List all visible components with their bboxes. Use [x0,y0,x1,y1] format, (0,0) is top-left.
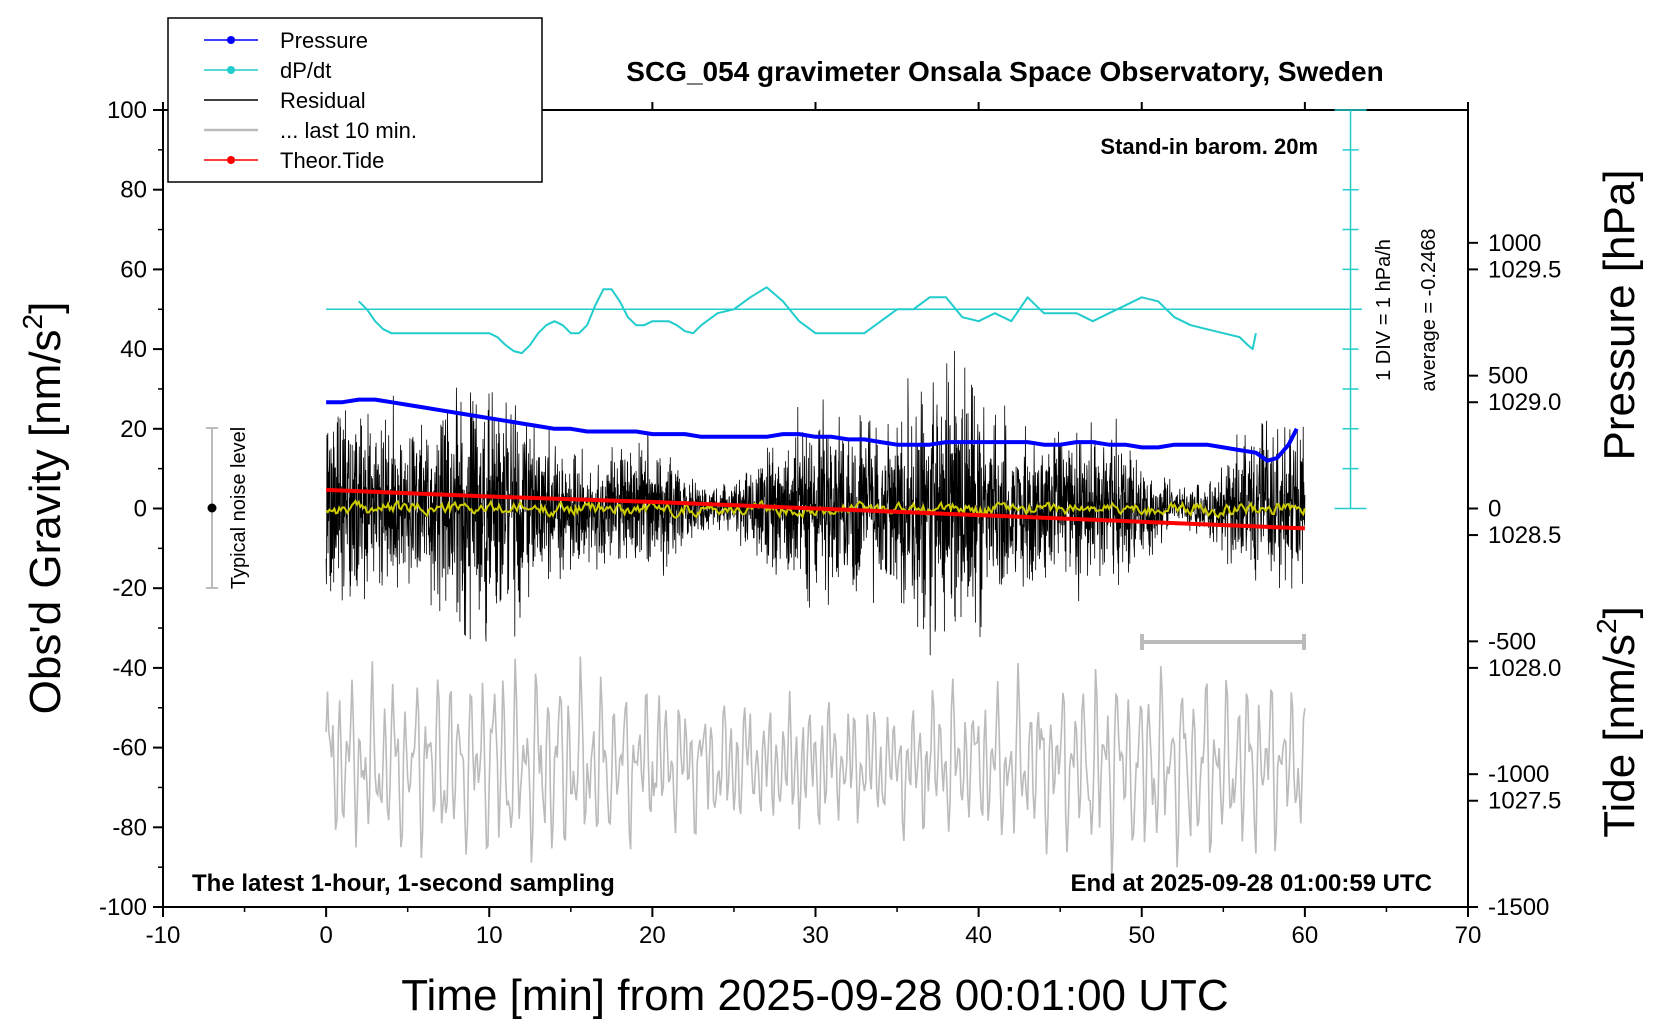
pressure-tick-label: 1028.0 [1488,655,1561,682]
legend-label: dP/dt [280,58,331,83]
noise-dot [207,503,217,513]
left-axis-label-end: ] [21,302,70,314]
dpdt-scale-label: 1 DIV = 1 hPa/h [1373,239,1395,381]
noise-label: Typical noise level [228,427,250,589]
pressure-tick-label: 1029.5 [1488,256,1561,283]
x-tick-label: 30 [802,922,829,949]
legend-marker [227,36,235,44]
x-tick-label: 60 [1292,922,1319,949]
tide-axis-label: Tide [nm/s2] [1591,606,1644,838]
tide-tick-label: 0 [1488,496,1501,523]
tide-tick-label: -1500 [1488,894,1549,921]
tide-axis-label-main: Tide [nm/s [1595,634,1644,838]
legend-label: ... last 10 min. [280,118,417,143]
end-time-note: End at 2025-09-28 01:00:59 UTC [1071,870,1433,897]
barometer-note: Stand-in barom. 20m [1100,134,1318,159]
left-axis-label-sup: 2 [17,314,48,330]
legend-label: Residual [280,88,366,113]
left-tick-label: 20 [120,416,147,443]
legend-label: Pressure [280,28,368,53]
x-axis-label: Time [min] from 2025-09-28 00:01:00 UTC [401,971,1228,1020]
sampling-note: The latest 1-hour, 1-second sampling [192,870,615,897]
x-tick-label: -10 [146,922,181,949]
x-tick-label: 20 [639,922,666,949]
left-tick-label: -100 [99,894,147,921]
tide-axis-label-end: ] [1595,606,1644,618]
traces [325,286,1362,879]
left-axis-label-main: Obs'd Gravity [nm/s [21,329,70,714]
last-10-min-trace [325,656,1306,879]
left-tick-label: 80 [120,177,147,204]
theoretical-tide-trace [326,487,1305,531]
smoothed-residual-trace [325,499,1306,520]
last-10-min-bracket [1140,634,1306,650]
left-tick-label: -80 [112,814,147,841]
x-tick-label: 10 [476,922,503,949]
pressure-trace [326,397,1299,463]
pressure-axis-ticks: 1029.5 1029.0 1028.5 1028.0 1027.5 [1468,256,1561,815]
x-tick-label: 70 [1455,922,1482,949]
left-tick-label: -20 [112,575,147,602]
legend-marker [227,156,235,164]
tide-axis-label-sup: 2 [1591,618,1622,634]
tide-tick-label: 1000 [1488,230,1541,257]
x-tick-label: 50 [1128,922,1155,949]
pressure-tick-label: 1028.5 [1488,522,1561,549]
left-tick-label: 40 [120,336,147,363]
tide-tick-label: 500 [1488,363,1528,390]
noise-indicator: Typical noise level [206,427,250,589]
left-axis-label: Obs'd Gravity [nm/s2] [17,302,70,715]
tide-tick-label: -1000 [1488,761,1549,788]
left-tick-label: 60 [120,256,147,283]
tide-axis-ticks: 1000 500 0 -500 -1000 -1500 [1468,230,1549,921]
tide-tick-label: -500 [1488,628,1536,655]
pressure-tick-label: 1029.0 [1488,389,1561,416]
pressure-tick-label: 1027.5 [1488,788,1561,815]
chart-title: SCG_054 gravimeter Onsala Space Observat… [626,56,1383,87]
x-tick-label: 0 [319,922,332,949]
x-tick-label: 40 [965,922,992,949]
left-tick-label: -40 [112,655,147,682]
legend-label: Theor.Tide [280,148,384,173]
pressure-axis-label: Pressure [hPa] [1595,169,1644,460]
left-tick-label: -60 [112,735,147,762]
left-tick-label: 100 [107,97,147,124]
legend: Pressure dP/dt Residual ... last 10 min. The… [167,17,543,183]
x-axis-ticks: -10 0 10 20 30 40 50 60 70 [146,102,1482,949]
dpdt-average-label: average = -0.2468 [1418,229,1440,392]
left-tick-label: 0 [134,496,147,523]
dpdt-scale-bar [1334,109,1367,510]
dpdt-trace [358,286,1257,355]
legend-marker [227,66,235,74]
left-axis-ticks: 100 80 60 40 20 0 -20 -40 -60 -80 -100 [99,97,163,921]
